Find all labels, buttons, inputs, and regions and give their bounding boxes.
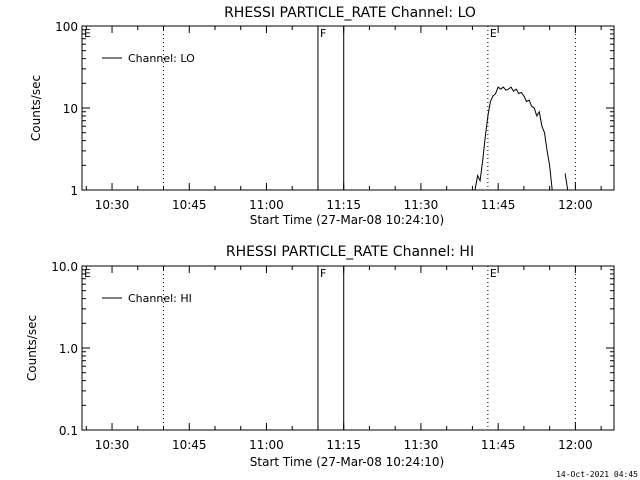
x-tick-label: 11:00 (249, 438, 284, 452)
y-axis-label-lo: Counts/sec (29, 75, 43, 141)
timestamp: 14-Oct-2021 04:45 (556, 470, 638, 479)
time-marker-label: E (84, 267, 91, 280)
y-ticks-hi: 0.1 1.0 10.0 (51, 260, 614, 438)
x-tick-label: 11:00 (249, 198, 284, 212)
x-tick-label: 11:15 (326, 198, 361, 212)
x-tick-label: 10:30 (95, 198, 130, 212)
x-tick-label: 11:15 (326, 438, 361, 452)
y-tick-label: 100 (55, 20, 78, 34)
y-tick-label: 1 (70, 184, 78, 198)
chart-title-hi: RHESSI PARTICLE_RATE Channel: HI (226, 244, 474, 260)
time-marker-label: E (490, 267, 497, 280)
y-tick-label: 10.0 (51, 260, 78, 274)
x-tick-label: 11:30 (404, 438, 439, 452)
x-axis-label-hi: Start Time (27-Mar-08 10:24:10) (250, 455, 444, 469)
legend-label-lo: Channel: LO (128, 52, 195, 65)
y-tick-label: 1.0 (59, 342, 78, 356)
x-tick-label: 11:30 (404, 198, 439, 212)
time-marker-label: E (84, 27, 91, 40)
time-marker-label: F (320, 267, 326, 280)
x-tick-label: 11:45 (481, 438, 516, 452)
x-tick-label: 10:45 (172, 198, 207, 212)
x-tick-label: 10:30 (95, 438, 130, 452)
series-lo (474, 86, 569, 191)
x-tick-label: 12:00 (558, 198, 593, 212)
plot-frame-hi (81, 265, 615, 431)
x-tick-label: 10:45 (172, 438, 207, 452)
time-marker-label: E (490, 27, 497, 40)
x-axis-label-lo: Start Time (27-Mar-08 10:24:10) (250, 213, 444, 227)
y-tick-label: 10 (63, 102, 78, 116)
y-tick-label: 0.1 (59, 424, 78, 438)
x-tick-label: 12:00 (558, 438, 593, 452)
x-ticks-hi: 10:30 10:45 11:00 11:15 11:30 11:45 12:00 (85, 266, 602, 452)
y-axis-label-hi: Counts/sec (25, 315, 39, 381)
time-marker-label: F (320, 27, 326, 40)
panel-lo: RHESSI PARTICLE_RATE Channel: LO 10:30 10… (29, 5, 615, 227)
panel-hi: RHESSI PARTICLE_RATE Channel: HI 10:30 10… (25, 244, 615, 469)
chart-title-lo: RHESSI PARTICLE_RATE Channel: LO (224, 5, 476, 21)
series-line (474, 86, 569, 191)
y-ticks-lo: 1 10 100 (55, 20, 614, 198)
x-tick-label: 11:45 (481, 198, 516, 212)
legend-label-hi: Channel: HI (128, 292, 192, 305)
